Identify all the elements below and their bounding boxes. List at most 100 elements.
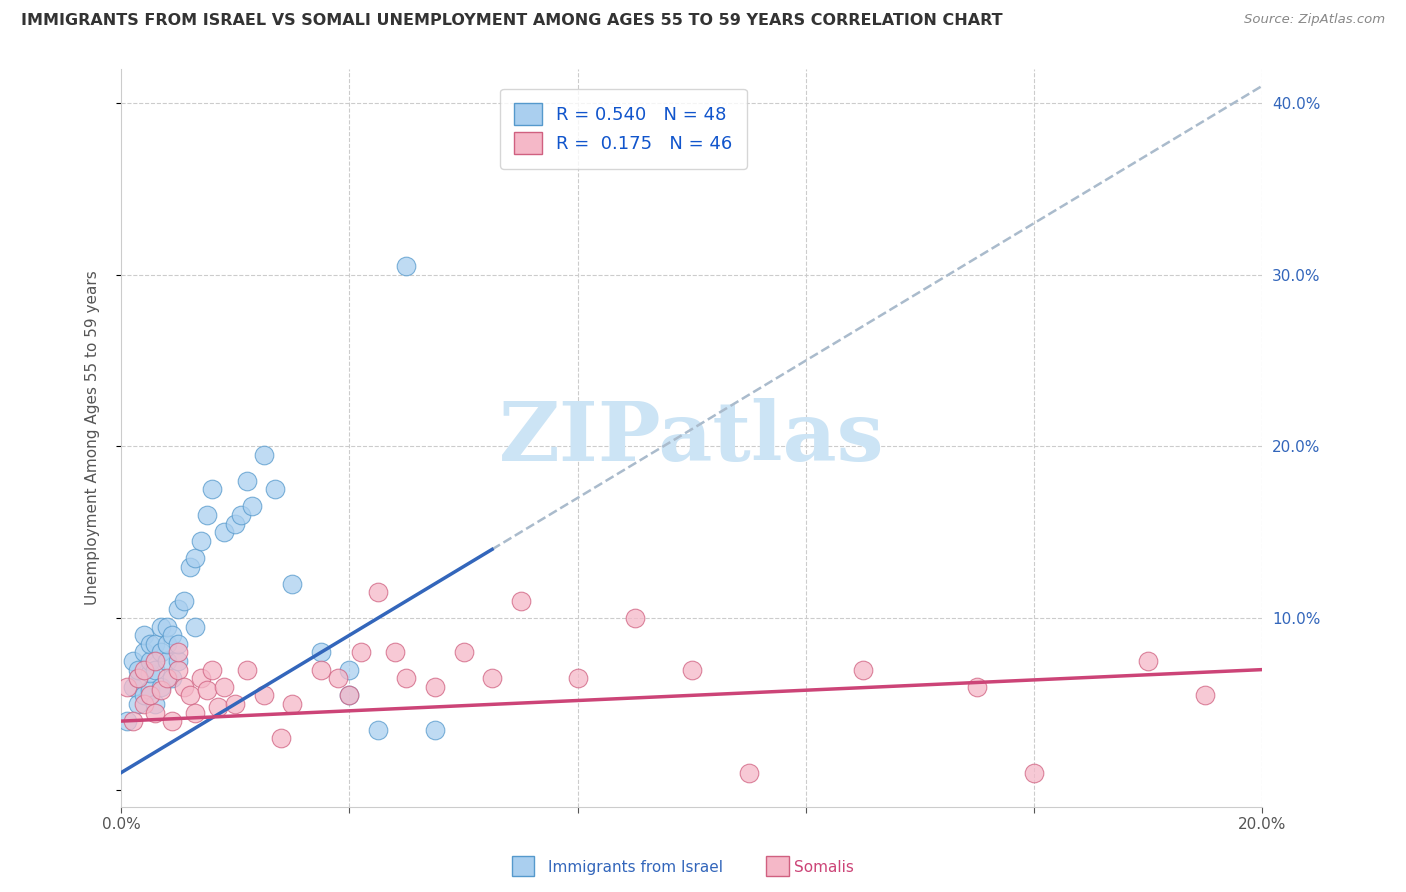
Point	[150, 645, 173, 659]
Point	[145, 637, 167, 651]
Point	[190, 671, 212, 685]
Point	[162, 671, 184, 685]
Point	[138, 637, 160, 651]
Point	[127, 671, 149, 685]
Point	[309, 645, 332, 659]
Point	[132, 663, 155, 677]
Point	[384, 645, 406, 659]
Point	[623, 611, 645, 625]
Point	[156, 654, 179, 668]
Point	[190, 533, 212, 548]
Point	[115, 714, 138, 728]
Point	[179, 689, 201, 703]
Point	[201, 663, 224, 677]
Point	[326, 671, 349, 685]
Point	[121, 680, 143, 694]
Point	[132, 645, 155, 659]
Point	[281, 576, 304, 591]
Point	[121, 714, 143, 728]
Point	[145, 654, 167, 668]
Point	[509, 594, 531, 608]
Point	[567, 671, 589, 685]
Point	[167, 663, 190, 677]
Point	[162, 714, 184, 728]
Point	[852, 663, 875, 677]
Point	[235, 663, 257, 677]
Point	[167, 637, 190, 651]
Text: IMMIGRANTS FROM ISRAEL VS SOMALI UNEMPLOYMENT AMONG AGES 55 TO 59 YEARS CORRELAT: IMMIGRANTS FROM ISRAEL VS SOMALI UNEMPLO…	[21, 13, 1002, 29]
Legend: R = 0.540   N = 48, R =  0.175   N = 46: R = 0.540 N = 48, R = 0.175 N = 46	[501, 88, 747, 169]
Point	[167, 602, 190, 616]
Point	[127, 671, 149, 685]
Point	[224, 516, 246, 531]
Point	[242, 500, 264, 514]
Point	[253, 689, 276, 703]
Point	[481, 671, 503, 685]
Point	[201, 483, 224, 497]
Point	[339, 689, 361, 703]
Point	[156, 620, 179, 634]
Point	[150, 620, 173, 634]
Point	[184, 620, 207, 634]
Point	[235, 474, 257, 488]
Point	[229, 508, 252, 522]
Point	[212, 525, 235, 540]
Point	[167, 654, 190, 668]
Point	[179, 559, 201, 574]
Point	[138, 654, 160, 668]
Point	[167, 645, 190, 659]
Point	[212, 680, 235, 694]
Point	[127, 663, 149, 677]
Point	[281, 697, 304, 711]
Point	[132, 697, 155, 711]
Point	[207, 700, 229, 714]
Text: Immigrants from Israel: Immigrants from Israel	[548, 861, 723, 875]
Point	[138, 666, 160, 681]
Point	[145, 663, 167, 677]
Point	[339, 689, 361, 703]
Point	[1024, 765, 1046, 780]
Point	[453, 645, 475, 659]
Point	[1137, 654, 1160, 668]
Point	[121, 654, 143, 668]
Point	[156, 671, 179, 685]
Point	[367, 585, 389, 599]
Point	[350, 645, 373, 659]
Point	[156, 637, 179, 651]
Point	[173, 680, 195, 694]
Point	[966, 680, 988, 694]
Point	[145, 697, 167, 711]
Point	[162, 628, 184, 642]
Point	[150, 683, 173, 698]
Point	[423, 723, 446, 737]
Point	[367, 723, 389, 737]
Point	[132, 689, 155, 703]
Point	[224, 697, 246, 711]
Point	[173, 594, 195, 608]
Point	[395, 671, 418, 685]
Point	[127, 697, 149, 711]
Text: ZIPatlas: ZIPatlas	[499, 398, 884, 478]
Point	[138, 683, 160, 698]
Text: Somalis: Somalis	[794, 861, 855, 875]
Point	[270, 731, 292, 746]
Point	[115, 680, 138, 694]
Point	[264, 483, 287, 497]
Point	[195, 508, 218, 522]
Point	[339, 663, 361, 677]
Point	[253, 448, 276, 462]
Point	[184, 551, 207, 566]
Point	[195, 683, 218, 698]
Point	[184, 706, 207, 720]
Point	[395, 259, 418, 273]
Point	[423, 680, 446, 694]
Text: Source: ZipAtlas.com: Source: ZipAtlas.com	[1244, 13, 1385, 27]
Point	[681, 663, 703, 677]
Y-axis label: Unemployment Among Ages 55 to 59 years: Unemployment Among Ages 55 to 59 years	[86, 270, 100, 605]
Point	[145, 706, 167, 720]
Point	[138, 689, 160, 703]
Point	[132, 628, 155, 642]
Point	[738, 765, 761, 780]
Point	[309, 663, 332, 677]
Point	[1194, 689, 1216, 703]
